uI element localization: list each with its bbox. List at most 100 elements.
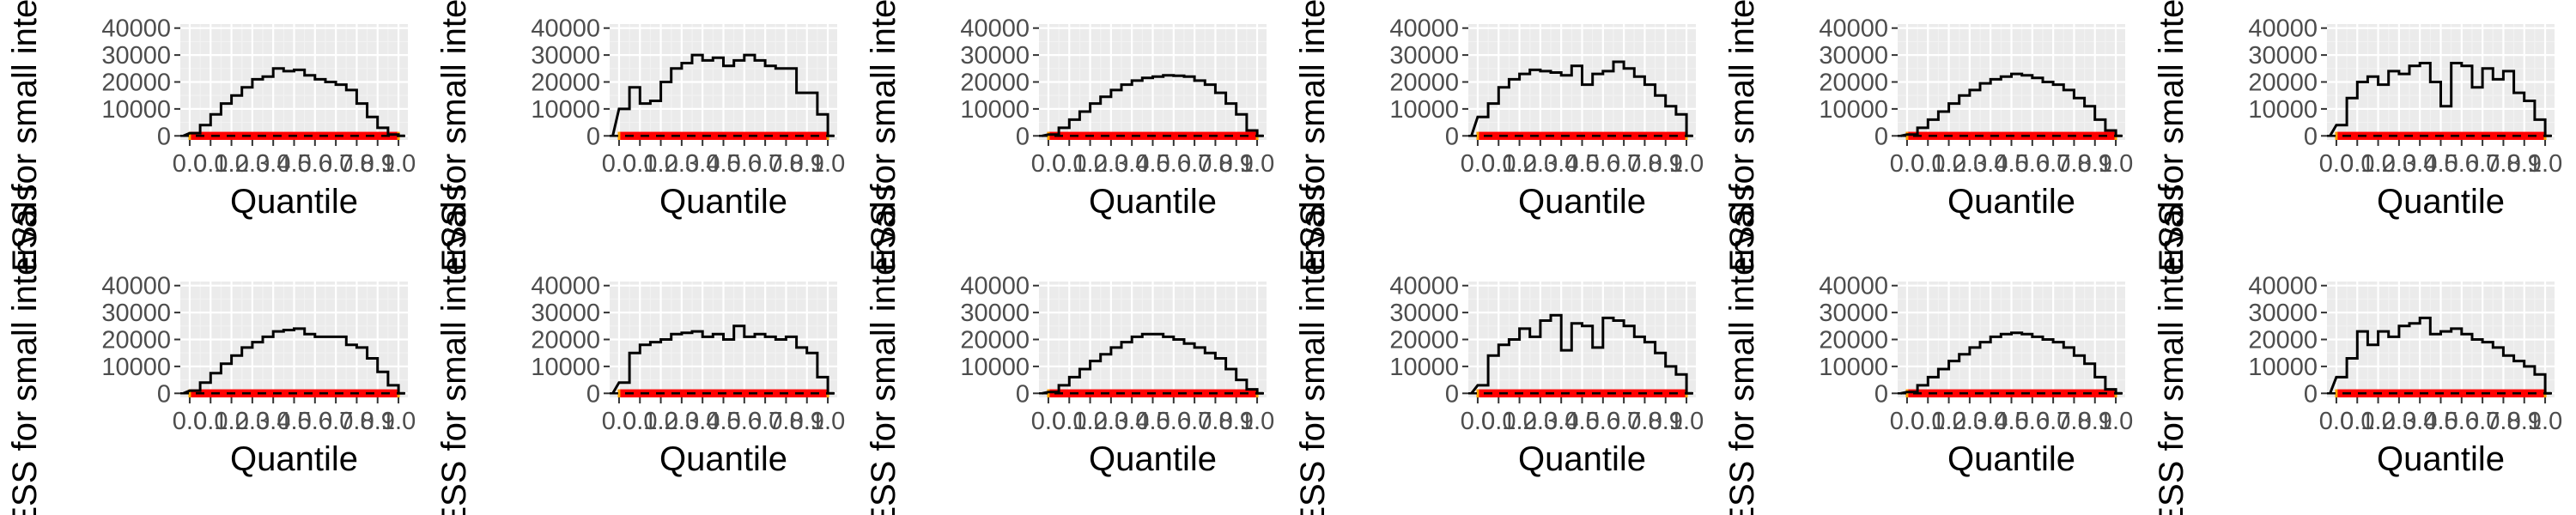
x-tick-label: 0.7: [2036, 150, 2070, 178]
ess-step-line: [1900, 331, 2123, 395]
x-tick-label: 0.5: [276, 150, 311, 178]
x-tick-label: 0.7: [2465, 408, 2500, 435]
x-tick-label: 0.4: [2403, 408, 2437, 435]
y-tick-label: 10000: [531, 96, 600, 124]
x-tick-label: 0.4: [1115, 408, 1149, 435]
x-tick-label: 0.2: [214, 408, 248, 435]
y-axis-title: ESS for small intervals: [1723, 184, 1761, 515]
y-tick-label: 10000: [1819, 354, 1888, 381]
ess-step-line: [1900, 72, 2123, 137]
y-tick-label: 30000: [101, 42, 171, 70]
y-axis-title: ESS for small intervals: [6, 184, 44, 515]
y-tick-label: 40000: [2248, 15, 2318, 43]
x-tick-label: 0.7: [1607, 150, 1641, 178]
y-tick-label: 10000: [531, 354, 600, 381]
x-tick-label: 1.0: [381, 150, 416, 178]
x-tick-label: 0.5: [1135, 408, 1170, 435]
x-tick-label: 0.6: [2015, 408, 2050, 435]
x-tick-label: 0.1: [1481, 408, 1516, 435]
x-tick-label: 0.1: [193, 150, 228, 178]
x-tick-label: 0.5: [1135, 150, 1170, 178]
y-tick-label: 0: [2304, 123, 2318, 150]
x-tick-label: 0.0: [1461, 150, 1495, 178]
x-tick-label: 0.9: [2078, 150, 2112, 178]
chart-panel-11: 0100002000030000400000.00.10.20.30.40.50…: [1723, 184, 2133, 515]
y-tick-label: 20000: [1819, 70, 1888, 97]
x-tick-label: 0.6: [2015, 150, 2050, 178]
x-tick-label: 0.8: [2057, 408, 2091, 435]
x-tick-label: 0.3: [235, 408, 270, 435]
x-tick-label: 0.0: [1031, 150, 1066, 178]
y-tick-label: 20000: [1389, 70, 1459, 97]
x-tick-label: 0.8: [2486, 150, 2520, 178]
x-tick-label: 0.1: [1911, 408, 1945, 435]
x-tick-label: 0.1: [2340, 408, 2374, 435]
x-tick-label: 0.4: [1544, 408, 1578, 435]
y-tick-label: 10000: [1389, 96, 1459, 124]
x-tick-label: 0.9: [2078, 408, 2112, 435]
x-tick-label: 0.5: [706, 408, 740, 435]
x-axis-title: Quantile: [2377, 183, 2505, 221]
x-tick-label: 0.5: [706, 150, 740, 178]
y-tick-label: 0: [1016, 123, 1030, 150]
y-axis-title: ESS for small intervals: [6, 0, 44, 272]
chart-panel-7: 0100002000030000400000.00.10.20.30.40.50…: [6, 184, 416, 515]
x-tick-label: 0.8: [1627, 150, 1662, 178]
x-tick-label: 0.7: [1607, 408, 1641, 435]
x-tick-label: 0.2: [2360, 408, 2395, 435]
y-tick-label: 10000: [960, 96, 1030, 124]
x-tick-label: 0.5: [1564, 408, 1599, 435]
x-tick-label: 0.8: [2486, 408, 2520, 435]
x-tick-label: 0.6: [1586, 408, 1620, 435]
x-tick-label: 0.9: [361, 408, 395, 435]
x-tick-label: 0.6: [298, 150, 332, 178]
y-tick-label: 10000: [101, 354, 171, 381]
y-tick-label: 20000: [960, 327, 1030, 354]
x-tick-label: 0.5: [1994, 150, 2028, 178]
x-tick-label: 0.8: [769, 150, 803, 178]
y-tick-label: 30000: [1389, 42, 1459, 70]
x-tick-label: 0.0: [1890, 408, 1924, 435]
x-tick-label: 0.8: [2057, 150, 2091, 178]
y-tick-label: 0: [1874, 123, 1888, 150]
y-tick-label: 40000: [960, 15, 1030, 43]
y-tick-label: 10000: [101, 96, 171, 124]
x-tick-label: 0.3: [1094, 150, 1128, 178]
x-tick-label: 0.0: [602, 150, 636, 178]
x-tick-label: 0.7: [748, 150, 782, 178]
x-tick-label: 0.9: [790, 150, 824, 178]
x-tick-label: 0.9: [790, 408, 824, 435]
y-tick-label: 40000: [531, 15, 600, 43]
x-tick-label: 1.0: [1669, 150, 1704, 178]
chart-panel-6: 0100002000030000400000.00.10.20.30.40.50…: [2153, 0, 2562, 272]
x-tick-label: 1.0: [2528, 408, 2562, 435]
x-tick-label: 0.6: [727, 150, 762, 178]
y-tick-label: 0: [586, 380, 600, 408]
x-tick-label: 0.7: [319, 408, 353, 435]
x-tick-label: 0.7: [1177, 408, 1212, 435]
x-tick-label: 0.6: [2445, 408, 2479, 435]
chart-panel-2: 0100002000030000400000.00.10.20.30.40.50…: [435, 0, 845, 272]
x-axis-title: Quantile: [1089, 183, 1217, 221]
y-tick-label: 30000: [2248, 300, 2318, 327]
y-tick-label: 20000: [960, 70, 1030, 97]
y-tick-label: 20000: [2248, 70, 2318, 97]
y-tick-label: 30000: [1389, 300, 1459, 327]
x-axis-title: Quantile: [1518, 440, 1646, 478]
y-tick-label: 20000: [1819, 327, 1888, 354]
y-tick-label: 0: [1016, 380, 1030, 408]
x-tick-label: 0.3: [1523, 408, 1558, 435]
x-axis-title: Quantile: [2377, 440, 2505, 478]
ess-step-line: [182, 327, 405, 395]
x-tick-label: 0.2: [1502, 150, 1536, 178]
x-tick-label: 0.2: [1072, 150, 1107, 178]
x-axis-title: Quantile: [1518, 183, 1646, 221]
x-tick-label: 0.6: [298, 408, 332, 435]
ess-step-line: [1470, 313, 1693, 395]
y-tick-label: 10000: [2248, 96, 2318, 124]
x-tick-label: 0.8: [1627, 408, 1662, 435]
x-tick-label: 0.4: [1973, 408, 2008, 435]
y-tick-label: 0: [1445, 123, 1459, 150]
x-tick-label: 0.0: [2319, 408, 2354, 435]
x-tick-label: 1.0: [2528, 150, 2562, 178]
